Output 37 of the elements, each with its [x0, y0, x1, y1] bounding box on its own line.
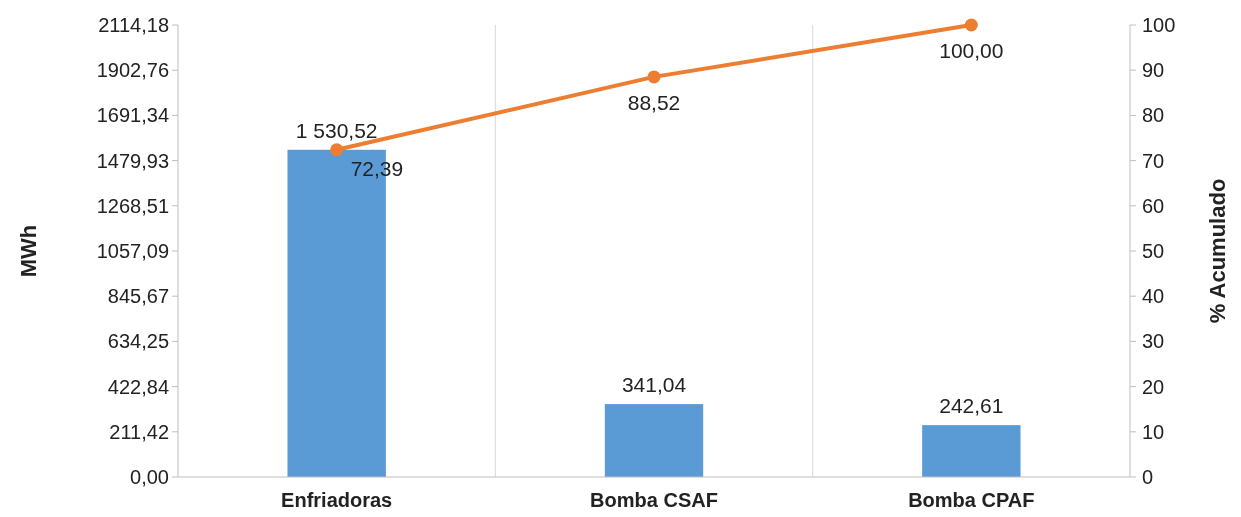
y-tick-label: 422,84 — [107, 375, 169, 398]
y-tick-label: 634,25 — [107, 330, 169, 353]
x-tick-label: Bomba CPAF — [908, 489, 1035, 511]
x-tick-label: Enfriadoras — [281, 489, 393, 511]
point — [330, 143, 344, 157]
y2-tick-label: 30 — [1142, 330, 1165, 353]
point — [964, 18, 978, 32]
y2-tick-label: 60 — [1142, 194, 1165, 217]
y-tick-label: 1268,51 — [96, 194, 169, 217]
y-tick-label: 1057,09 — [96, 240, 169, 262]
y2-tick-label: 100 — [1142, 14, 1176, 36]
y2-tick-label: 70 — [1142, 149, 1165, 172]
y2-tick-label: 20 — [1142, 375, 1165, 398]
data-label: 242,61 — [939, 394, 1004, 418]
y2-tick-label: 90 — [1142, 59, 1165, 82]
data-label: 341,04 — [621, 373, 687, 397]
y-axis-title: MWh — [16, 224, 41, 278]
y2-tick-label: 0 — [1142, 466, 1154, 488]
point — [647, 70, 661, 84]
y2-tick-label: 50 — [1142, 240, 1165, 262]
data-label: 1 530,52 — [295, 118, 378, 142]
y2-tick-label: 40 — [1142, 285, 1165, 308]
y-tick-label: 0,00 — [130, 466, 169, 488]
y-tick-label: 1479,93 — [96, 149, 169, 172]
y2-tick-label: 80 — [1142, 104, 1165, 127]
y-tick-label: 1902,76 — [96, 59, 169, 82]
y2-tick-label: 10 — [1142, 420, 1165, 443]
x-tick-label: Bomba CSAF — [590, 489, 718, 511]
data-label: 88,52 — [627, 90, 681, 114]
bar — [922, 425, 1021, 477]
y-tick-label: 1691,34 — [96, 104, 169, 127]
data-label: 100,00 — [939, 39, 1004, 62]
y-tick-label: 2114,18 — [98, 14, 169, 36]
y-tick-label: 211,42 — [109, 420, 169, 443]
y2-axis-title: % Acumulado — [1205, 178, 1230, 324]
bar — [604, 404, 704, 477]
y-tick-label: 845,67 — [107, 285, 169, 308]
